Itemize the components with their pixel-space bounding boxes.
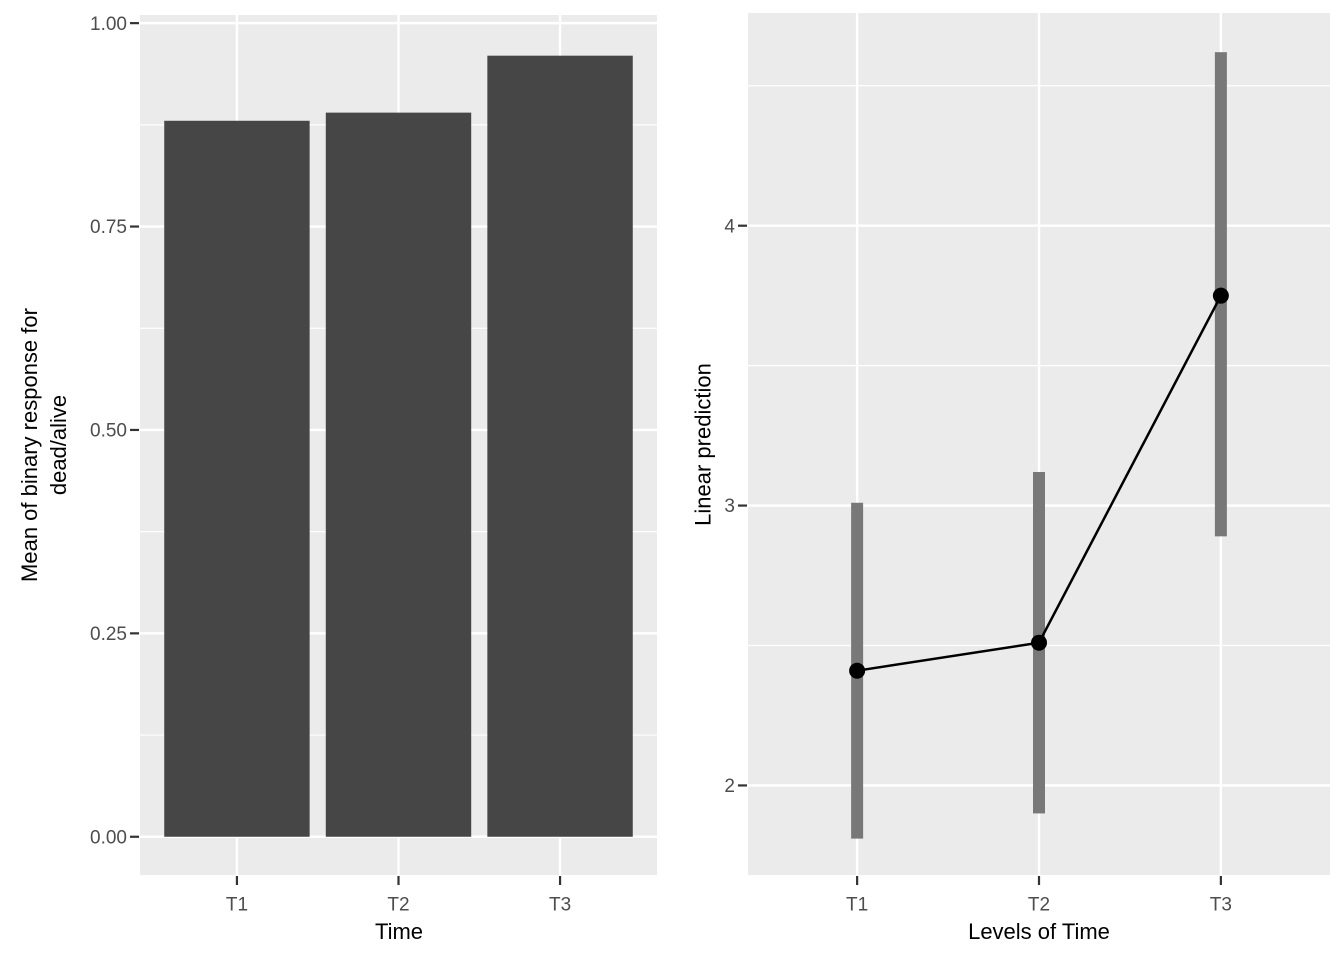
x-tick-label-T1: T1 <box>846 894 868 915</box>
x-tick-label-T3: T3 <box>549 894 571 915</box>
y-tick-label-0.00: 0.00 <box>90 827 127 848</box>
x-tick-label-T2: T2 <box>387 894 409 915</box>
y-tick-label-0.25: 0.25 <box>90 624 127 645</box>
y-tick-label-3: 3 <box>724 496 735 517</box>
y-tick-label-1.00: 1.00 <box>90 14 127 35</box>
x-tick-label-T2: T2 <box>1028 894 1050 915</box>
right-y-axis-title-line1: Linear prediction <box>690 363 716 526</box>
y-tick-label-4: 4 <box>724 216 735 237</box>
right-x-axis-title: Levels of Time <box>968 919 1110 944</box>
y-tick-label-0.75: 0.75 <box>90 217 127 238</box>
x-tick-label-T1: T1 <box>226 894 248 915</box>
bar-chart-svg: 0.00 0.25 0.50 0.75 1.00 T1 T2 T3 <box>90 14 657 915</box>
bar-T2 <box>325 112 472 837</box>
point-T1 <box>849 662 866 679</box>
bar-T3 <box>487 55 633 837</box>
right-y-axis-title: Linear prediction <box>689 65 718 825</box>
left-x-axis-title: Time <box>374 919 424 944</box>
left-y-axis-title-line2: dead/alive <box>46 394 71 496</box>
point-T2 <box>1031 634 1047 651</box>
y-tick-label-2: 2 <box>724 776 735 797</box>
left-y-axis-title-line1: Mean of binary response for <box>17 308 42 582</box>
bar-T1 <box>164 120 310 837</box>
point-T3 <box>1212 287 1229 304</box>
pointrange-chart-svg: 2 3 4 T1 T2 T3 <box>724 13 1330 915</box>
y-tick-label-0.50: 0.50 <box>90 421 127 442</box>
left-y-axis-title: Mean of binary response for dead/alive <box>15 65 73 825</box>
x-tick-label-T3: T3 <box>1210 894 1232 915</box>
